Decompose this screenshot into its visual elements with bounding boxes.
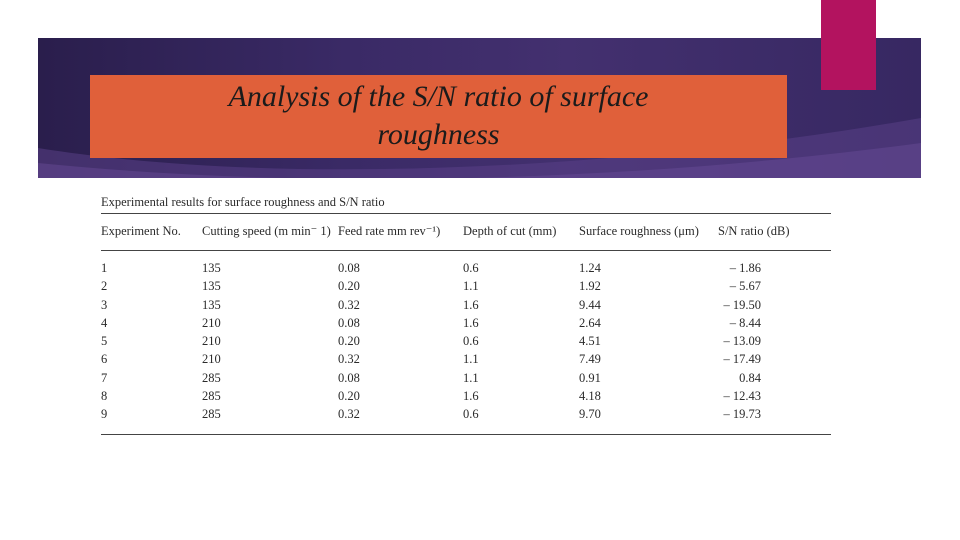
table-top-rule xyxy=(101,213,831,214)
slide-title: Analysis of the S/N ratio of surface rou… xyxy=(90,78,787,154)
cell-depth-of-cut: 0.6 xyxy=(463,334,479,349)
table-row: 9 285 0.32 0.6 9.70 – 19.73 xyxy=(101,405,831,435)
cell-depth-of-cut: 1.1 xyxy=(463,370,479,385)
cell-cutting-speed: 285 xyxy=(202,407,221,422)
cell-surface-roughness: 1.92 xyxy=(579,279,601,294)
cell-depth-of-cut: 0.6 xyxy=(463,261,479,275)
table-row: 2 135 0.20 1.1 1.92 – 5.67 xyxy=(101,277,831,295)
cell-depth-of-cut: 1.6 xyxy=(463,315,479,330)
cell-cutting-speed: 135 xyxy=(202,297,221,312)
table-row: 8 285 0.20 1.6 4.18 – 12.43 xyxy=(101,387,831,405)
cell-surface-roughness: 9.44 xyxy=(579,297,601,312)
table-row: 3 135 0.32 1.6 9.44 – 19.50 xyxy=(101,296,831,314)
cell-experiment-no: 2 xyxy=(101,279,108,294)
cell-depth-of-cut: 1.1 xyxy=(463,279,479,294)
cell-feed-rate: 0.32 xyxy=(338,352,360,367)
banner-swoosh-decoration xyxy=(38,118,921,178)
cell-sn-ratio: – 19.73 xyxy=(723,407,762,422)
slide-title-line-2: roughness xyxy=(377,118,500,151)
cell-experiment-no: 9 xyxy=(101,407,108,422)
cell-surface-roughness: 9.70 xyxy=(579,407,601,422)
cell-sn-ratio: – 19.50 xyxy=(723,297,762,312)
cell-experiment-no: 1 xyxy=(101,261,108,275)
results-table-area: Experimental results for surface roughne… xyxy=(101,193,831,435)
cell-feed-rate: 0.20 xyxy=(338,389,360,404)
cell-sn-ratio: – 13.09 xyxy=(723,334,762,349)
cell-surface-roughness: 2.64 xyxy=(579,315,601,330)
cell-surface-roughness: 4.51 xyxy=(579,334,601,349)
slide-title-line-1: Analysis of the S/N ratio of surface xyxy=(228,80,649,113)
cell-sn-ratio: – 17.49 xyxy=(723,352,762,367)
title-box xyxy=(90,75,787,158)
header-sn-ratio: S/N ratio (dB) xyxy=(718,224,790,238)
cell-cutting-speed: 285 xyxy=(202,370,221,385)
cell-surface-roughness: 1.24 xyxy=(579,261,601,275)
cell-surface-roughness: 4.18 xyxy=(579,389,601,404)
cell-cutting-speed: 285 xyxy=(202,389,221,404)
cell-feed-rate: 0.08 xyxy=(338,370,360,385)
cell-depth-of-cut: 1.6 xyxy=(463,297,479,312)
results-table: Experiment No. Cutting speed (m min⁻ 1) … xyxy=(101,214,831,435)
cell-experiment-no: 3 xyxy=(101,297,108,312)
cell-cutting-speed: 135 xyxy=(202,261,221,275)
table-caption: Experimental results for surface roughne… xyxy=(101,195,385,209)
cell-experiment-no: 4 xyxy=(101,315,108,330)
cell-sn-ratio: – 12.43 xyxy=(723,389,762,404)
cell-feed-rate: 0.20 xyxy=(338,334,360,349)
header-surface-roughness: Surface roughness (μm) xyxy=(579,224,699,238)
cell-cutting-speed: 210 xyxy=(202,352,221,367)
cell-experiment-no: 6 xyxy=(101,352,108,367)
header-feed-rate: Feed rate mm rev⁻¹) xyxy=(338,224,441,238)
cell-surface-roughness: 0.91 xyxy=(579,370,601,385)
table-row: 7 285 0.08 1.1 0.91 0.84 xyxy=(101,369,831,387)
table-header-row: Experiment No. Cutting speed (m min⁻ 1) … xyxy=(101,214,831,251)
table-body: 1 135 0.08 0.6 1.24 – 1.86 2 135 0.20 1.… xyxy=(101,250,831,435)
cell-experiment-no: 8 xyxy=(101,389,108,404)
cell-sn-ratio: 0.84 xyxy=(739,370,761,385)
cell-feed-rate: 0.08 xyxy=(338,261,360,275)
cell-feed-rate: 0.32 xyxy=(338,297,360,312)
table-row: 5 210 0.20 0.6 4.51 – 13.09 xyxy=(101,332,831,350)
cell-sn-ratio: – 5.67 xyxy=(729,279,761,294)
cell-feed-rate: 0.32 xyxy=(338,407,360,422)
cell-cutting-speed: 210 xyxy=(202,315,221,330)
cell-experiment-no: 5 xyxy=(101,334,108,349)
table-row: 4 210 0.08 1.6 2.64 – 8.44 xyxy=(101,314,831,332)
header-cutting-speed: Cutting speed (m min⁻ 1) xyxy=(202,224,331,238)
cell-feed-rate: 0.20 xyxy=(338,279,360,294)
cell-sn-ratio: – 8.44 xyxy=(729,315,761,330)
cell-cutting-speed: 135 xyxy=(202,279,221,294)
cell-feed-rate: 0.08 xyxy=(338,315,360,330)
header-experiment-no: Experiment No. xyxy=(101,224,181,238)
cell-experiment-no: 7 xyxy=(101,370,108,385)
accent-bar xyxy=(821,0,876,90)
cell-depth-of-cut: 1.1 xyxy=(463,352,479,367)
table-header: Experiment No. Cutting speed (m min⁻ 1) … xyxy=(101,214,831,251)
cell-depth-of-cut: 1.6 xyxy=(463,389,479,404)
table-row: 6 210 0.32 1.1 7.49 – 17.49 xyxy=(101,350,831,368)
cell-surface-roughness: 7.49 xyxy=(579,352,601,367)
cell-sn-ratio: – 1.86 xyxy=(729,261,761,275)
table-row: 1 135 0.08 0.6 1.24 – 1.86 xyxy=(101,250,831,278)
cell-cutting-speed: 210 xyxy=(202,334,221,349)
header-depth-of-cut: Depth of cut (mm) xyxy=(463,224,557,238)
cell-depth-of-cut: 0.6 xyxy=(463,407,479,422)
